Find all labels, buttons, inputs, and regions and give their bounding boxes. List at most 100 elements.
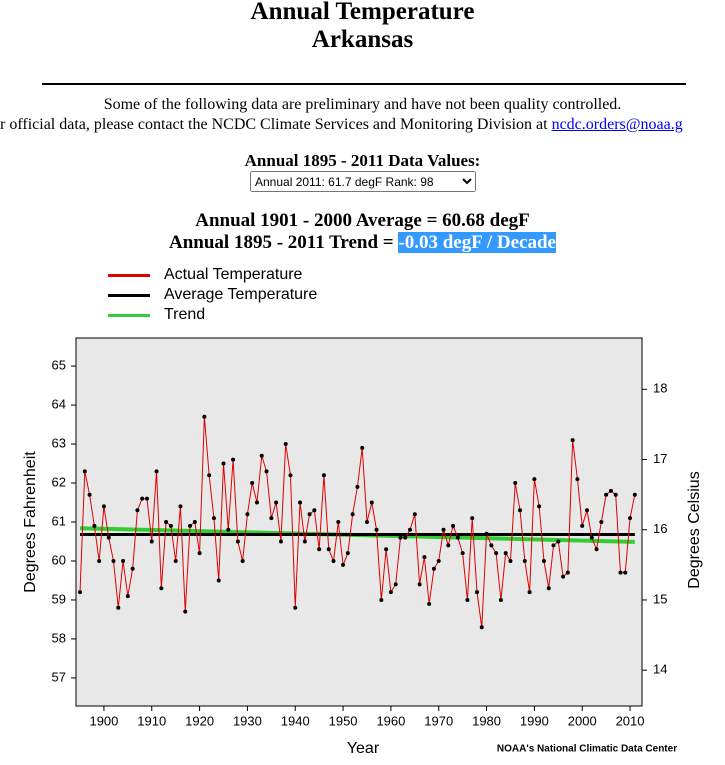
data-point [546,586,551,591]
data-point [460,551,465,556]
data-point [173,558,178,563]
data-point [288,473,293,478]
x-tick-label: 1960 [376,713,405,728]
plot-area [75,337,643,707]
notice-line: r official data, please contact the NCDC… [0,116,683,134]
legend-swatch [108,273,150,277]
data-point [192,520,197,524]
data-point [164,520,169,524]
data-point [632,492,637,497]
data-point [508,558,513,563]
data-point [331,558,336,563]
data-point [608,488,613,493]
data-point [613,492,618,497]
notice-line: Some of the following data are prelimina… [103,96,622,113]
y-tick-label: 60 [52,552,66,567]
data-point [231,457,236,462]
data-point [345,551,350,556]
y-tick-label: 58 [52,630,66,645]
data-point [541,558,546,563]
data-point [274,500,279,505]
data-point [116,605,121,610]
data-point [106,535,111,540]
data-point [494,551,499,556]
legend-label: Average Temperature [164,286,318,303]
data-point [312,508,317,513]
data-point [479,625,484,630]
data-point [307,512,312,517]
y2-axis-title: Degrees Celsius [686,471,703,588]
legend-item: Actual Temperature [108,265,302,285]
data-point [269,516,274,521]
data-point [403,535,408,540]
data-point [384,547,389,552]
data-point [235,539,240,544]
data-point [183,609,188,614]
data-point [121,558,126,563]
x-tick-label: 1940 [281,713,310,728]
data-point [154,469,159,474]
data-point [498,597,503,602]
data-point [451,523,456,528]
data-point [431,566,436,571]
data-point [336,520,341,524]
data-point [355,484,360,489]
email-link[interactable]: ncdc.orders@noaa.g [551,116,683,133]
y-tick-label: 63 [52,435,66,450]
data-point [369,500,374,505]
chart: Year NOAA's National Climatic Data Cente… [22,337,703,757]
data-point [436,558,441,563]
data-point [527,590,532,595]
data-point [202,414,207,419]
data-values-select-wrap: Annual 2011: 61.7 degF Rank: 98 [250,171,476,192]
data-values-select[interactable]: Annual 2011: 61.7 degF Rank: 98 [250,171,476,192]
data-point [326,547,331,552]
notice-text: r official data, please contact the NCDC… [0,116,548,133]
data-point [388,590,393,595]
data-point [92,523,97,528]
data-point [518,508,523,513]
data-point [97,558,102,563]
x-tick-label: 1970 [424,713,453,728]
data-point [532,477,537,482]
data-point [159,586,164,591]
y-axis-title: Degrees Fahrenheit [22,451,39,593]
y-tick-label: 62 [52,474,66,489]
data-point [594,547,599,552]
data-point [278,539,283,544]
y-tick-label: 57 [52,669,66,684]
data-point [551,543,556,548]
data-point [197,551,202,556]
y2-tick-label: 14 [653,662,667,677]
data-point [623,570,628,575]
x-tick-label: 1910 [137,713,166,728]
data-point [441,527,446,532]
data-point [427,601,432,606]
data-point [283,442,288,447]
y-tick-label: 61 [52,513,66,528]
data-point [393,582,398,587]
data-point [522,558,527,563]
data-point [188,523,193,528]
data-point [599,520,604,524]
data-point [226,527,231,532]
data-point [216,578,221,583]
data-point [149,539,154,544]
data-point [489,543,494,548]
trend-label: Annual 1895 - 2011 Trend = [169,232,394,253]
data-point [221,461,226,466]
legend-label: Actual Temperature [164,266,303,283]
data-point [130,566,135,571]
trend-text: Annual 1895 - 2011 Trend = -0.03 degF / … [0,232,725,254]
legend-swatch [108,313,150,317]
y2-tick-label: 17 [653,451,667,466]
x-tick-label: 1980 [472,713,501,728]
legend-item: Average Temperature [108,285,317,305]
data-point [125,594,130,599]
data-point [250,481,255,486]
data-point [628,516,633,521]
x-tick-label: 1950 [329,713,358,728]
data-point [341,562,346,567]
data-point [240,558,245,563]
data-point [408,527,413,532]
